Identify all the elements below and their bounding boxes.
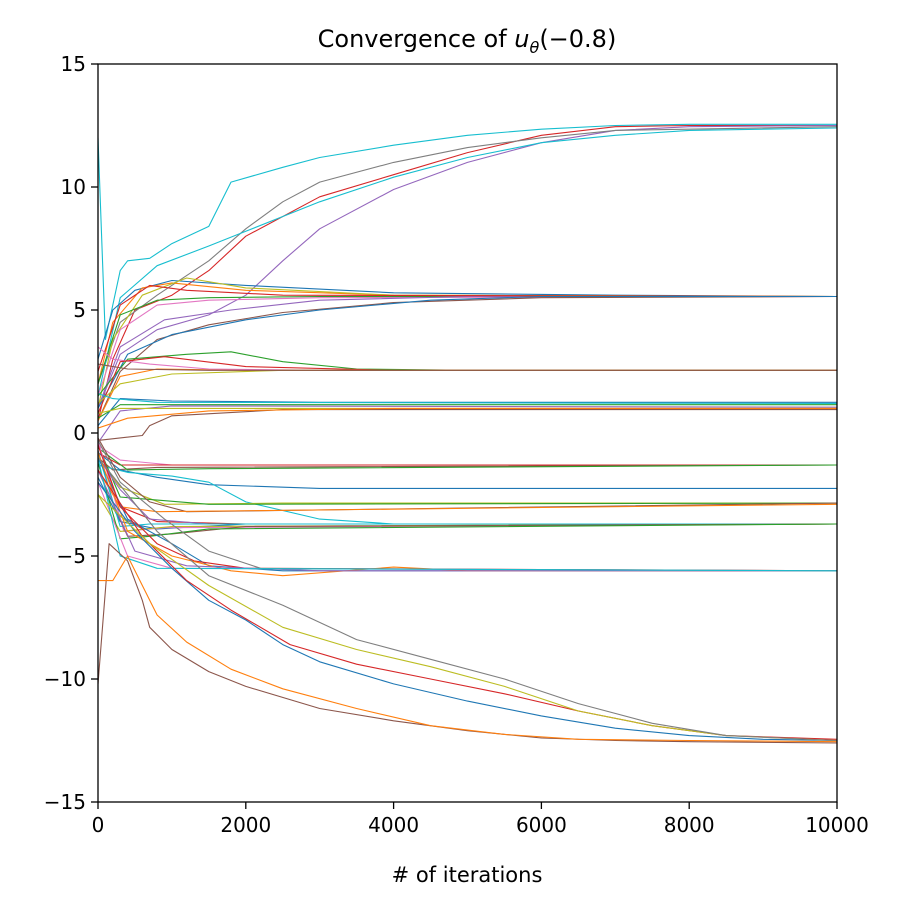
series-line-4 bbox=[98, 126, 837, 384]
series-line-11 bbox=[98, 295, 837, 384]
series-line-22 bbox=[98, 393, 837, 405]
series-line-50 bbox=[98, 469, 837, 572]
series-line-2 bbox=[98, 124, 837, 421]
series-line-56 bbox=[98, 481, 837, 742]
y-tick-label: −10 bbox=[44, 667, 86, 691]
x-axis-label: # of iterations bbox=[392, 863, 543, 887]
y-tick-label: −5 bbox=[57, 544, 86, 568]
series-line-29 bbox=[98, 452, 837, 466]
chart-title: Convergence of uθ(−0.8) bbox=[318, 25, 617, 57]
series-line-31 bbox=[98, 447, 837, 471]
series-line-5 bbox=[98, 127, 837, 397]
series-line-14 bbox=[98, 295, 837, 409]
series-group bbox=[98, 123, 837, 744]
y-tick-label: −15 bbox=[44, 790, 86, 814]
x-tick-label: 2000 bbox=[220, 813, 271, 837]
series-line-1 bbox=[98, 123, 837, 341]
series-line-13 bbox=[98, 284, 837, 372]
series-line-58 bbox=[98, 494, 837, 742]
x-tick-label: 8000 bbox=[664, 813, 715, 837]
series-line-12 bbox=[98, 295, 837, 409]
series-line-21 bbox=[98, 398, 837, 426]
series-line-27 bbox=[98, 407, 837, 429]
x-tick-label: 4000 bbox=[368, 813, 419, 837]
y-axis: −15 −10 −5 0 5 10 15 bbox=[44, 52, 98, 814]
y-tick-label: 10 bbox=[61, 175, 86, 199]
series-line-10 bbox=[98, 295, 837, 421]
y-tick-label: 0 bbox=[73, 421, 86, 445]
series-line-6 bbox=[98, 279, 837, 360]
series-line-55 bbox=[98, 555, 837, 743]
series-line-59 bbox=[98, 457, 837, 742]
y-tick-label: 5 bbox=[73, 298, 86, 322]
series-line-49 bbox=[98, 452, 837, 577]
series-line-33 bbox=[98, 464, 837, 525]
series-line-53 bbox=[98, 457, 837, 572]
series-line-34 bbox=[98, 457, 837, 505]
series-line-20 bbox=[98, 363, 837, 371]
x-tick-label: 0 bbox=[92, 813, 105, 837]
x-tick-label: 6000 bbox=[516, 813, 567, 837]
series-line-23 bbox=[98, 404, 837, 419]
x-axis: 0 2000 4000 6000 8000 10000 bbox=[92, 802, 869, 837]
x-tick-label: 10000 bbox=[805, 813, 869, 837]
y-tick-label: 15 bbox=[61, 52, 86, 76]
series-line-32 bbox=[98, 452, 837, 489]
